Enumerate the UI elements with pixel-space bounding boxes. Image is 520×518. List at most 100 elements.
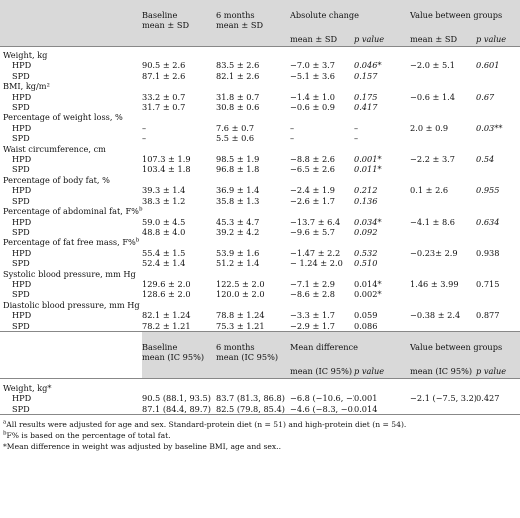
table-row: SPD 128.6 ± 2.0 120.0 ± 2.0 −8.6 ± 2.8 0.002… — [0, 289, 520, 299]
header-row: Baseline mean ± SD 6 months mean ± SD Abso… — [0, 0, 520, 32]
cell-between-p: 0.955 — [476, 185, 500, 196]
group-label: Diastolic blood pressure, mm Hg — [3, 299, 140, 310]
cell-change: −6.5 ± 2.6 — [290, 164, 335, 175]
col2-header-6months: 6 months — [216, 341, 255, 352]
cell-between — [410, 102, 476, 112]
cell-baseline: 82.1 ± 1.24 — [142, 310, 191, 321]
footnote-a: aAll results were adjusted for age and s… — [3, 419, 517, 430]
header-row-2: Baseline mean (IC 95%) 6 months mean (IC 9… — [0, 330, 520, 364]
footnote-ref-mark: b — [138, 206, 143, 213]
group-row: Percentage of fat free mass, F%b — [0, 237, 520, 247]
cell-6months: 82.5 (79.8, 85.4) — [216, 403, 285, 414]
group-label: Percentage of weight loss, % — [3, 112, 123, 123]
cell-p-value: 0.157 — [354, 70, 378, 81]
cell-baseline: 52.4 ± 1.4 — [142, 258, 186, 269]
cell-6months: 75.3 ± 1.21 — [216, 320, 265, 331]
table-row: SPD – 5.5 ± 0.6 – – — [0, 133, 520, 143]
cell-change: −13.7 ± 6.4 — [290, 216, 341, 227]
group-row: Percentage of weight loss, % — [0, 112, 520, 122]
cell-between: −0.6 ± 1.4 — [410, 91, 455, 102]
group-row: Systolic blood pressure, mm Hg — [0, 269, 520, 279]
cell-between-p — [476, 404, 520, 414]
row-label: SPD — [12, 320, 30, 331]
cell-between: −0.23± 2.9 — [410, 247, 458, 258]
table-row: SPD 78.2 ± 1.21 75.3 ± 1.21 −2.9 ± 1.7 0.086 — [0, 321, 520, 332]
cell-6months: 98.5 ± 1.9 — [216, 154, 260, 165]
cell-6months: 53.9 ± 1.6 — [216, 247, 260, 258]
cell-6months: 78.8 ± 1.24 — [216, 310, 265, 321]
table-row: SPD 52.4 ± 1.4 51.2 ± 1.4 − 1.24 ± 2.0 0.510 — [0, 258, 520, 268]
cell-p-value: 0.136 — [354, 195, 378, 206]
cell-between-p: 0.67 — [476, 91, 495, 102]
cell-6months: 45.3 ± 4.7 — [216, 216, 260, 227]
cell-change: −7.0 ± 3.7 — [290, 60, 335, 71]
table-row: SPD 87.1 ± 2.6 82.1 ± 2.6 −5.1 ± 3.6 0.157 — [0, 71, 520, 81]
cell-baseline: 78.2 ± 1.21 — [142, 320, 191, 331]
row-label: SPD — [12, 164, 30, 175]
subheader-mean-between: mean ± SD — [410, 32, 477, 47]
row-label: HPD — [12, 91, 32, 102]
footnote-a-text: All results were adjusted for age and se… — [6, 420, 407, 430]
col2-header-baseline: Baseline — [142, 341, 178, 352]
cell-p-value: 0.510 — [354, 258, 378, 269]
footnote-ref-mark: b — [135, 237, 140, 244]
cell-between-p: 0.938 — [476, 247, 500, 258]
cell-baseline: 55.4 ± 1.5 — [142, 247, 186, 258]
cell-between — [410, 289, 476, 299]
group-label: Weight, kg — [0, 46, 520, 61]
cell-baseline: 48.8 ± 4.0 — [142, 226, 186, 237]
cell-p-value: 0.014 — [354, 403, 378, 414]
row-label: SPD — [12, 70, 30, 81]
cell-change: −4.6 (−8.3, −0.93) — [290, 403, 354, 414]
row-label: HPD — [12, 185, 32, 196]
cell-baseline: 107.3 ± 1.9 — [142, 154, 191, 165]
cell-change: – — [290, 133, 295, 144]
cell-p-value: 0.086 — [354, 320, 378, 331]
subheader-p: p value — [354, 32, 411, 47]
table-row: HPD 39.3 ± 1.4 36.9 ± 1.4 −2.4 ± 1.9 0.212 0.… — [0, 185, 520, 195]
cell-6months: 36.9 ± 1.4 — [216, 185, 260, 196]
cell-p-value: 0.014* — [354, 278, 382, 289]
cell-between-p: 0.715 — [476, 278, 500, 289]
col2-header-between-groups: Value between groups — [410, 330, 520, 364]
group-row: Diastolic blood pressure, mm Hg — [0, 300, 520, 310]
cell-p-value: 0.002* — [354, 289, 382, 300]
footnote-b-mark: b — [3, 430, 7, 437]
col-header-baseline: Baseline — [142, 10, 178, 20]
cell-change: −2.9 ± 1.7 — [290, 320, 335, 331]
cell-baseline: – — [142, 133, 147, 144]
row-label: SPD — [12, 102, 30, 113]
row-label: SPD — [12, 133, 30, 144]
group-row: BMI, kg/m² — [0, 81, 520, 91]
cell-baseline: 33.2 ± 0.7 — [142, 91, 186, 102]
table-body-2: Weight, kg* HPD 90.5 (88.1, 93.5) 83.7 (81.… — [0, 377, 520, 414]
cell-p-value: 0.001 — [354, 393, 378, 404]
cell-baseline: 90.5 (88.1, 93.5) — [142, 393, 211, 404]
cell-baseline: 87.1 ± 2.6 — [142, 70, 186, 81]
cell-between-p: 0.54 — [476, 154, 495, 165]
subheader2-mean: mean (IC 95%) — [290, 363, 354, 379]
cell-between-p: 0.877 — [476, 310, 500, 321]
cell-change: −8.8 ± 2.6 — [290, 154, 335, 165]
cell-between-p: 0.601 — [476, 60, 500, 71]
cell-between-p — [476, 289, 520, 299]
col-header-6months: 6 months — [216, 10, 255, 20]
cell-p-value: 0.417 — [354, 102, 378, 113]
results-table: Baseline mean ± SD 6 months mean ± SD Abso… — [0, 0, 520, 414]
table-row: HPD 33.2 ± 0.7 31.8 ± 0.7 −1.4 ± 1.0 0.175 −0… — [0, 92, 520, 102]
cell-between-p — [476, 227, 520, 237]
cell-between: −0.38 ± 2.4 — [410, 310, 461, 321]
col2-header-6months-sub: mean (IC 95%) — [216, 352, 279, 363]
group-label: BMI, kg/m² — [3, 81, 50, 92]
table-row: SPD 48.8 ± 4.0 39.2 ± 4.2 −9.6 ± 5.7 0.092 — [0, 227, 520, 237]
cell-between — [410, 133, 476, 143]
cell-baseline: 38.3 ± 1.2 — [142, 195, 186, 206]
col2-header-baseline-sub: mean (IC 95%) — [142, 352, 205, 363]
cell-between: −2.2 ± 3.7 — [410, 154, 455, 165]
cell-change: −6.8 (−10.6, −2.9) — [290, 393, 354, 404]
subheader2-p: p value — [354, 363, 411, 379]
subheader2-mean-between: mean (IC 95%) — [410, 363, 477, 379]
row-label: SPD — [12, 289, 30, 300]
cell-between-p: 0.03** — [476, 122, 503, 133]
cell-baseline: 129.6 ± 2.0 — [142, 278, 191, 289]
